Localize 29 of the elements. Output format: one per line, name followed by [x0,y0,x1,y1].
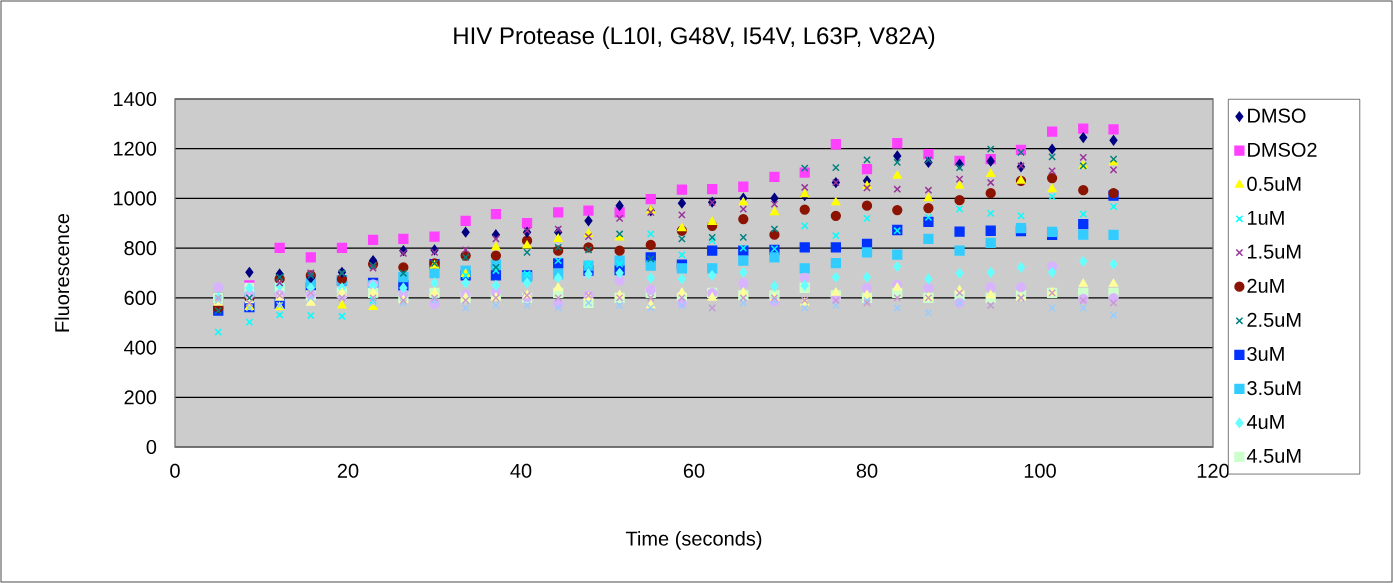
legend-label: 2uM [1247,278,1284,293]
legend-label: DMSO [1248,108,1306,123]
x-tick-label: 0 [170,463,180,478]
legend-label: 3uM [1247,346,1284,362]
x-tick-label: 40 [510,463,532,478]
legend-label: 1.5uM [1247,244,1301,259]
x-axis-title: Time (seconds) [625,531,762,550]
x-tick-label: 80 [856,463,878,478]
x-tick-label: 60 [683,463,705,478]
y-tick-label: 0 [146,439,157,455]
y-tick-label: 400 [124,340,157,355]
x-tick-label: 120 [1197,463,1229,478]
legend-label: 4.5uM [1246,448,1301,463]
y-tick-label: 1200 [113,141,157,156]
legend-label: 2.5uM [1247,312,1301,327]
y-tick-label: 600 [124,290,157,305]
legend-label: 1uM [1247,210,1284,225]
legend-label: 3.5uM [1247,380,1301,396]
y-tick-label: 1000 [113,191,157,206]
x-tick-label: 100 [1024,463,1056,478]
y-tick-label: 200 [124,390,157,405]
legend-label: 4uM [1246,415,1284,430]
legend-label: DMSO2 [1248,142,1317,157]
y-tick-label: 1400 [113,91,157,107]
x-tick-label: 20 [337,463,359,478]
chart-title: HIV Protease (L10I, G48V, I54V, L63P, V82A) [454,26,935,49]
y-tick-label: 800 [124,241,157,256]
legend-label: 0.5uM [1247,176,1301,191]
y-axis-title: Fluorescence [54,213,70,332]
